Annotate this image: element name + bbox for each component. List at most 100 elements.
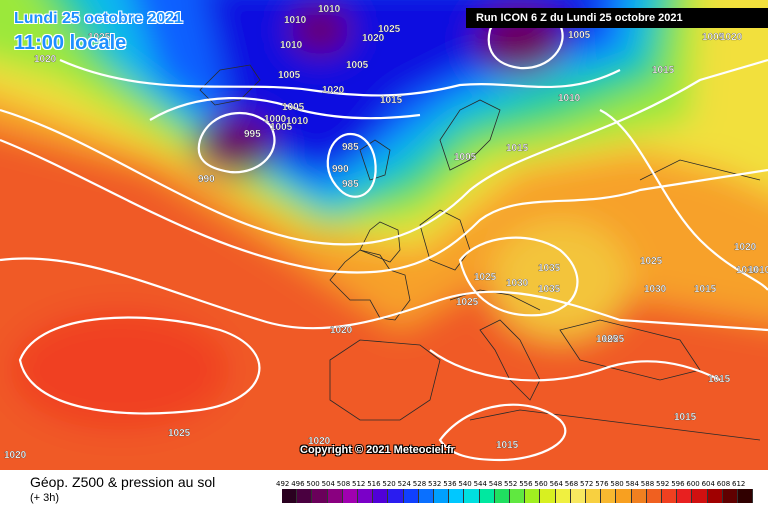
isobar-label: 990	[332, 164, 349, 175]
isobar-label: 1010	[748, 265, 768, 276]
scale-swatch	[692, 489, 708, 503]
scale-label: 528	[412, 480, 427, 488]
isobar-label: 985	[342, 179, 359, 190]
isobar-label: 1025	[602, 334, 625, 345]
isobar-label: 1005	[346, 60, 369, 71]
scale-label: 596	[671, 480, 685, 488]
scale-swatch	[434, 489, 450, 503]
scale-label: 516	[367, 480, 381, 488]
scale-label: 520	[382, 480, 396, 488]
scale-label: 572	[580, 480, 594, 488]
isobar-label: 1025	[168, 428, 191, 439]
isobar-label: 1000	[264, 114, 287, 125]
scale-swatch	[373, 489, 389, 503]
isobar-label: 1020	[34, 54, 57, 65]
scale-label: 612	[732, 480, 746, 488]
scale-label: 600	[686, 480, 700, 488]
scale-label: 524	[397, 480, 411, 488]
isobar-label: 1010	[284, 15, 307, 26]
scale-swatch	[540, 489, 556, 503]
isobar-label: 990	[198, 174, 215, 185]
isobar-label: 1025	[88, 32, 111, 43]
scale-swatch	[662, 489, 678, 503]
forecast-date: Lundi 25 octobre 2021	[14, 10, 183, 27]
weather-map: 1025 1020 1010 1010 1025 1020 1005 1005 …	[0, 0, 768, 470]
map-canvas: 1025 1020 1010 1010 1025 1020 1005 1005 …	[0, 0, 768, 470]
scale-swatch	[388, 489, 404, 503]
scale-swatch	[297, 489, 313, 503]
scale-label: 576	[595, 480, 609, 488]
isobar-label: 1025	[640, 256, 663, 267]
scale-swatch	[616, 489, 632, 503]
color-scale: 492 496 500 504 508 512 516 520 524 528 532 536 540 5…	[276, 480, 754, 508]
isobar-label: 1020	[4, 450, 27, 461]
legend-title: Géop. Z500 & pression au sol	[30, 474, 216, 490]
scale-label: 604	[701, 480, 715, 488]
isobar-labels: 1025 1020 1010 1010 1025 1020 1005 1005 …	[4, 4, 768, 461]
isobar-label: 1020	[330, 325, 353, 336]
scale-swatch	[677, 489, 693, 503]
scale-swatch	[312, 489, 328, 503]
isobar-label: 1005	[454, 152, 477, 163]
isobar-label: 1010	[318, 4, 341, 15]
scale-swatch	[358, 489, 374, 503]
scale-label: 496	[291, 480, 305, 488]
scale-label: 588	[640, 480, 655, 488]
scale-label: 536	[443, 480, 457, 488]
scale-label: 544	[473, 480, 487, 488]
isobar-label: 1020	[322, 85, 345, 96]
scale-swatch	[494, 489, 510, 503]
isobar-label: 1010	[286, 116, 309, 127]
scale-swatch	[601, 489, 617, 503]
scale-swatch	[510, 489, 526, 503]
scale-swatch	[722, 489, 738, 503]
isobars	[0, 9, 768, 462]
isobar-label: 1015	[380, 95, 403, 106]
scale-label: 564	[549, 480, 563, 488]
scale-label: 560	[534, 480, 548, 488]
scale-swatch	[525, 489, 541, 503]
isobar-label: 1015	[496, 440, 519, 451]
scale-label: 504	[321, 480, 335, 488]
legend-subtitle: (+ 3h)	[30, 492, 60, 504]
scale-swatch	[327, 489, 343, 503]
isobar-label: 1005	[282, 102, 305, 113]
scale-label: 580	[610, 480, 624, 488]
scale-swatch	[282, 489, 298, 503]
scale-swatch	[342, 489, 358, 503]
scale-label: 584	[625, 480, 639, 488]
isobar-label: 1010	[736, 265, 759, 276]
isobar-label: 1020	[308, 436, 331, 447]
isobar-label: 1015	[506, 143, 529, 154]
scale-swatch	[449, 489, 465, 503]
isobar-label: 1005	[568, 30, 591, 41]
scale-label: 540	[458, 480, 472, 488]
scale-swatch	[646, 489, 662, 503]
scale-label: 552	[504, 480, 518, 488]
scale-swatch	[464, 489, 480, 503]
copyright-notice: Copyright © 2021 Meteociel.fr	[300, 444, 455, 456]
scale-swatch	[479, 489, 495, 503]
scale-label: 508	[336, 480, 351, 488]
scale-label: 608	[716, 480, 731, 488]
scale-label: 532	[428, 480, 442, 488]
isobar-label: 1015	[708, 374, 731, 385]
scale-label: 500	[306, 480, 320, 488]
scale-label: 512	[352, 480, 366, 488]
scale-label: 592	[656, 480, 670, 488]
isobar-label: 1025	[378, 24, 401, 35]
scale-label: 492	[276, 480, 290, 488]
isobar-label: 1025	[474, 272, 497, 283]
model-run-info: Run ICON 6 Z du Lundi 25 octobre 2021	[466, 8, 768, 28]
isobar-label: 1010	[280, 40, 303, 51]
scale-swatch	[570, 489, 586, 503]
isobar-label: 1010	[558, 93, 581, 104]
isobar-label: 1020	[362, 33, 385, 44]
legend-footer: Géop. Z500 & pression au sol (+ 3h) 492 4…	[0, 470, 768, 512]
isobar-label: 1020	[720, 32, 743, 43]
scale-swatch	[631, 489, 647, 503]
scale-swatch	[707, 489, 723, 503]
scale-swatch	[418, 489, 434, 503]
isobar-label: 1005	[278, 70, 301, 81]
isobar-label: 1015	[674, 412, 697, 423]
